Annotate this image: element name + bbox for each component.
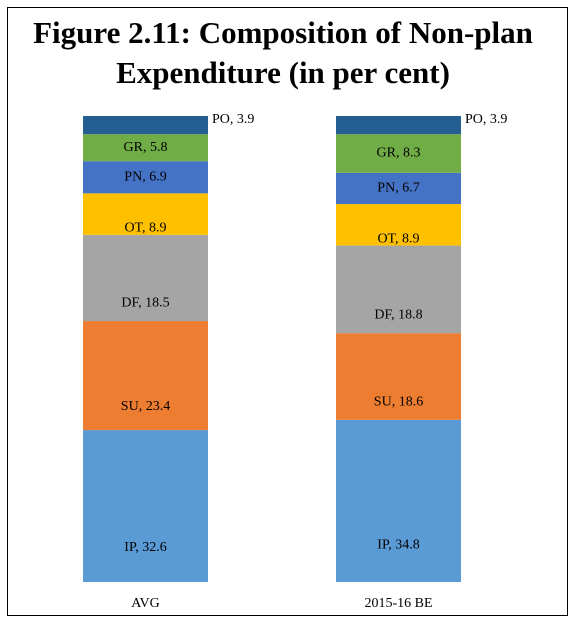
- bar-segment: [336, 116, 461, 135]
- data-label: PO, 3.9: [465, 112, 507, 127]
- bar-segment: [336, 134, 461, 173]
- chart-title: Figure 2.11: Composition of Non-plan: [33, 15, 533, 50]
- x-tick-label: 2015-16 BE: [364, 596, 432, 611]
- bar-segment: [83, 116, 208, 135]
- data-label: PO, 3.9: [212, 112, 254, 127]
- data-label: SU, 23.4: [121, 399, 170, 414]
- bar-segment: [336, 333, 461, 420]
- data-label: DF, 18.8: [374, 307, 422, 322]
- data-label: IP, 34.8: [377, 538, 419, 553]
- bar-segment: [83, 234, 208, 322]
- data-label: IP, 32.6: [124, 540, 166, 555]
- bar-segment: [336, 419, 461, 582]
- bar-segment: [83, 430, 208, 582]
- bar-segment: [83, 134, 208, 162]
- bar-segment: [83, 161, 208, 194]
- chart-title: Expenditure (in per cent): [116, 55, 450, 90]
- data-label: GR, 5.8: [124, 140, 168, 155]
- data-label: DF, 18.5: [121, 296, 169, 311]
- data-label: PN, 6.7: [377, 181, 419, 196]
- data-label: PN, 6.9: [124, 169, 166, 184]
- bar-segment: [336, 245, 461, 334]
- bar-segment: [83, 321, 208, 431]
- data-label: OT, 8.9: [377, 231, 419, 246]
- data-label: OT, 8.9: [124, 221, 166, 236]
- bar-segment: [336, 204, 461, 246]
- data-label: GR, 8.3: [377, 146, 421, 161]
- data-label: SU, 18.6: [374, 394, 423, 409]
- x-tick-label: AVG: [131, 596, 160, 611]
- bar-segment: [336, 172, 461, 205]
- bar-segment: [83, 193, 208, 235]
